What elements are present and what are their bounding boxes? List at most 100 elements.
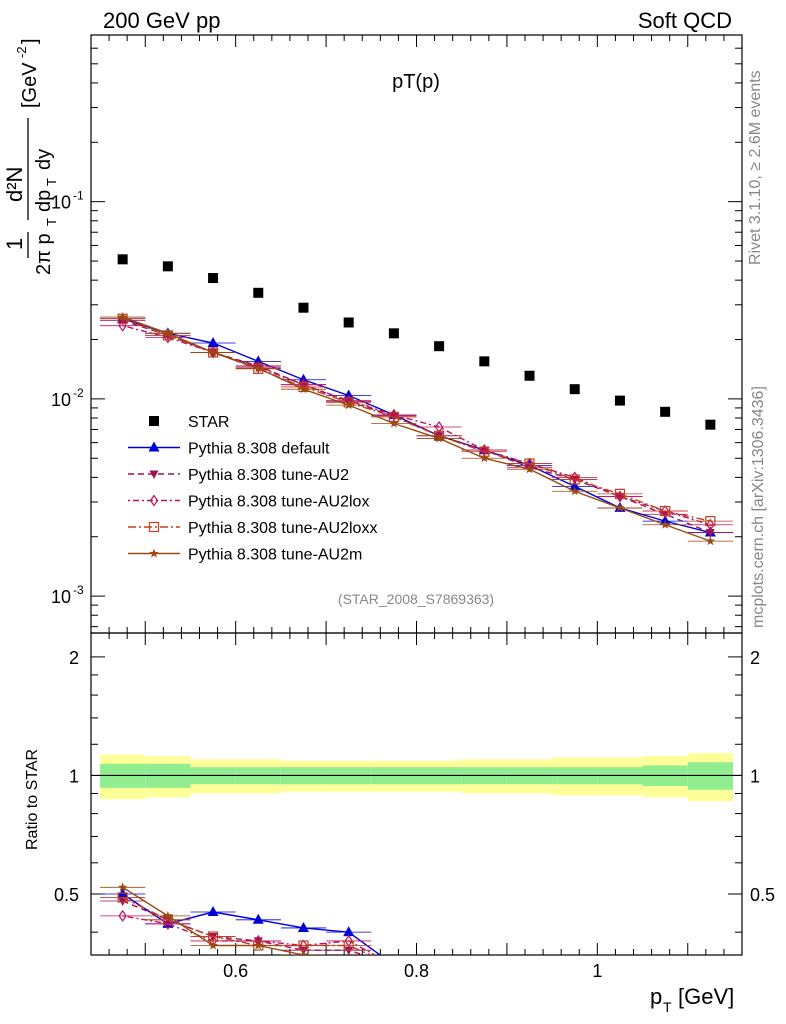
x-tick-label: 0.6 [223,961,248,981]
y-tick-label: 10 -3 [51,583,84,607]
svg-text:T: T [663,999,672,1015]
svg-text:-2: -2 [73,386,84,400]
data-point [660,406,671,417]
data-point [117,254,128,265]
legend: STAR Pythia 8.308 default Pythia 8.308 tun… [128,414,377,564]
data-point [253,363,263,373]
data-point [389,965,399,974]
svg-text:2π p: 2π p [33,233,55,275]
legend-label: Pythia 8.308 tune-AU2 [188,467,349,484]
data-point [343,389,355,400]
legend-label: Pythia 8.308 default [188,441,330,458]
data-point [298,302,309,313]
data-point [208,347,218,357]
series-line [122,316,711,542]
data-point [705,419,716,430]
data-point [148,441,160,452]
data-point [343,926,355,937]
svg-text:10: 10 [51,193,71,213]
svg-text:-1: -1 [73,189,84,203]
data-point [254,361,263,374]
main-series-0 [117,254,716,430]
data-point [388,959,399,969]
svg-text:dp: dp [33,190,55,212]
svg-text:]: ] [19,38,41,44]
data-point [705,516,716,527]
data-point [118,319,127,332]
data-point [207,906,219,917]
data-point [388,328,399,339]
data-point [706,518,715,531]
mcplots-label: mcplots.cern.ch [arXiv:1306.3436] [750,386,767,628]
data-point [569,474,580,485]
svg-text:dy: dy [33,149,55,170]
data-point [705,536,716,546]
data-point [253,287,264,298]
x-axis-label: p T [GeV] [650,984,734,1015]
x-tick-label: 0.8 [404,961,429,981]
data-point [660,519,670,529]
data-point [479,356,490,367]
y-tick-label: 10 -1 [51,189,84,213]
data-point [208,940,218,950]
y-tick-label: 10 -2 [51,386,84,410]
x-tick-label: 1 [592,961,602,981]
data-point [298,950,309,955]
legend-item: Pythia 8.308 tune-AU2lox [128,494,369,511]
ratio-series-3 [100,892,398,970]
legend-item: Pythia 8.308 tune-AU2 [128,467,349,484]
ratio-series-layer [100,882,399,974]
legend-item: Pythia 8.308 tune-AU2m [128,547,362,564]
svg-text:[GeV: [GeV [19,62,41,108]
main-series-layer [100,254,733,546]
svg-text:T: T [44,218,59,226]
data-point [163,910,173,920]
data-point [343,940,354,951]
data-point [117,312,128,322]
data-point [569,480,581,491]
data-point [343,317,354,328]
ratio-tick-label-left: 1 [69,766,79,786]
header-left: 200 GeV pp [103,8,220,33]
legend-item: Pythia 8.308 default [128,441,330,458]
data-point [208,273,219,284]
data-point [524,464,535,474]
data-point [163,328,173,338]
ratio-series-0 [100,887,399,969]
main-y-axis-label: 1 2π p T d²N dp T dy [GeV -2 ] [2,38,59,275]
data-point [253,940,263,950]
data-point [297,921,309,932]
axis-ticks: 0.6 0.8 110-310-210 -10.5 0.51 12 2 [51,35,775,981]
series-line [122,325,711,526]
ratio-tick-label-right: 1 [750,766,760,786]
data-point [149,470,159,479]
svg-text:10: 10 [51,390,71,410]
data-point [148,521,160,533]
data-point [570,471,579,484]
ratio-tick-label-right: 0.5 [750,885,775,905]
data-point [434,433,444,443]
ratio-tick-label-left: 0.5 [54,885,79,905]
data-point [298,384,309,394]
header-right: Soft QCD [638,8,732,33]
series-line [122,886,310,955]
data-point [149,416,159,426]
svg-text:10: 10 [51,587,71,607]
data-point [614,488,626,499]
svg-text:1: 1 [2,238,27,250]
data-point [162,261,173,272]
data-point [524,370,535,381]
data-point [389,961,398,970]
svg-text:-3: -3 [73,583,84,597]
ratio-series-4 [100,882,399,974]
legend-item: Pythia 8.308 tune-AU2loxx [128,520,377,537]
main-series-5 [100,312,733,546]
ratio-tick-label-left: 2 [69,648,79,668]
ratio-tick-label-right: 2 [750,648,760,668]
data-point [570,486,580,496]
legend-item: STAR [149,414,229,431]
analysis-id: (STAR_2008_S7869363) [338,591,494,607]
legend-label: Pythia 8.308 tune-AU2lox [188,494,369,511]
ratio-series-1 [100,897,372,955]
data-point [390,960,397,970]
